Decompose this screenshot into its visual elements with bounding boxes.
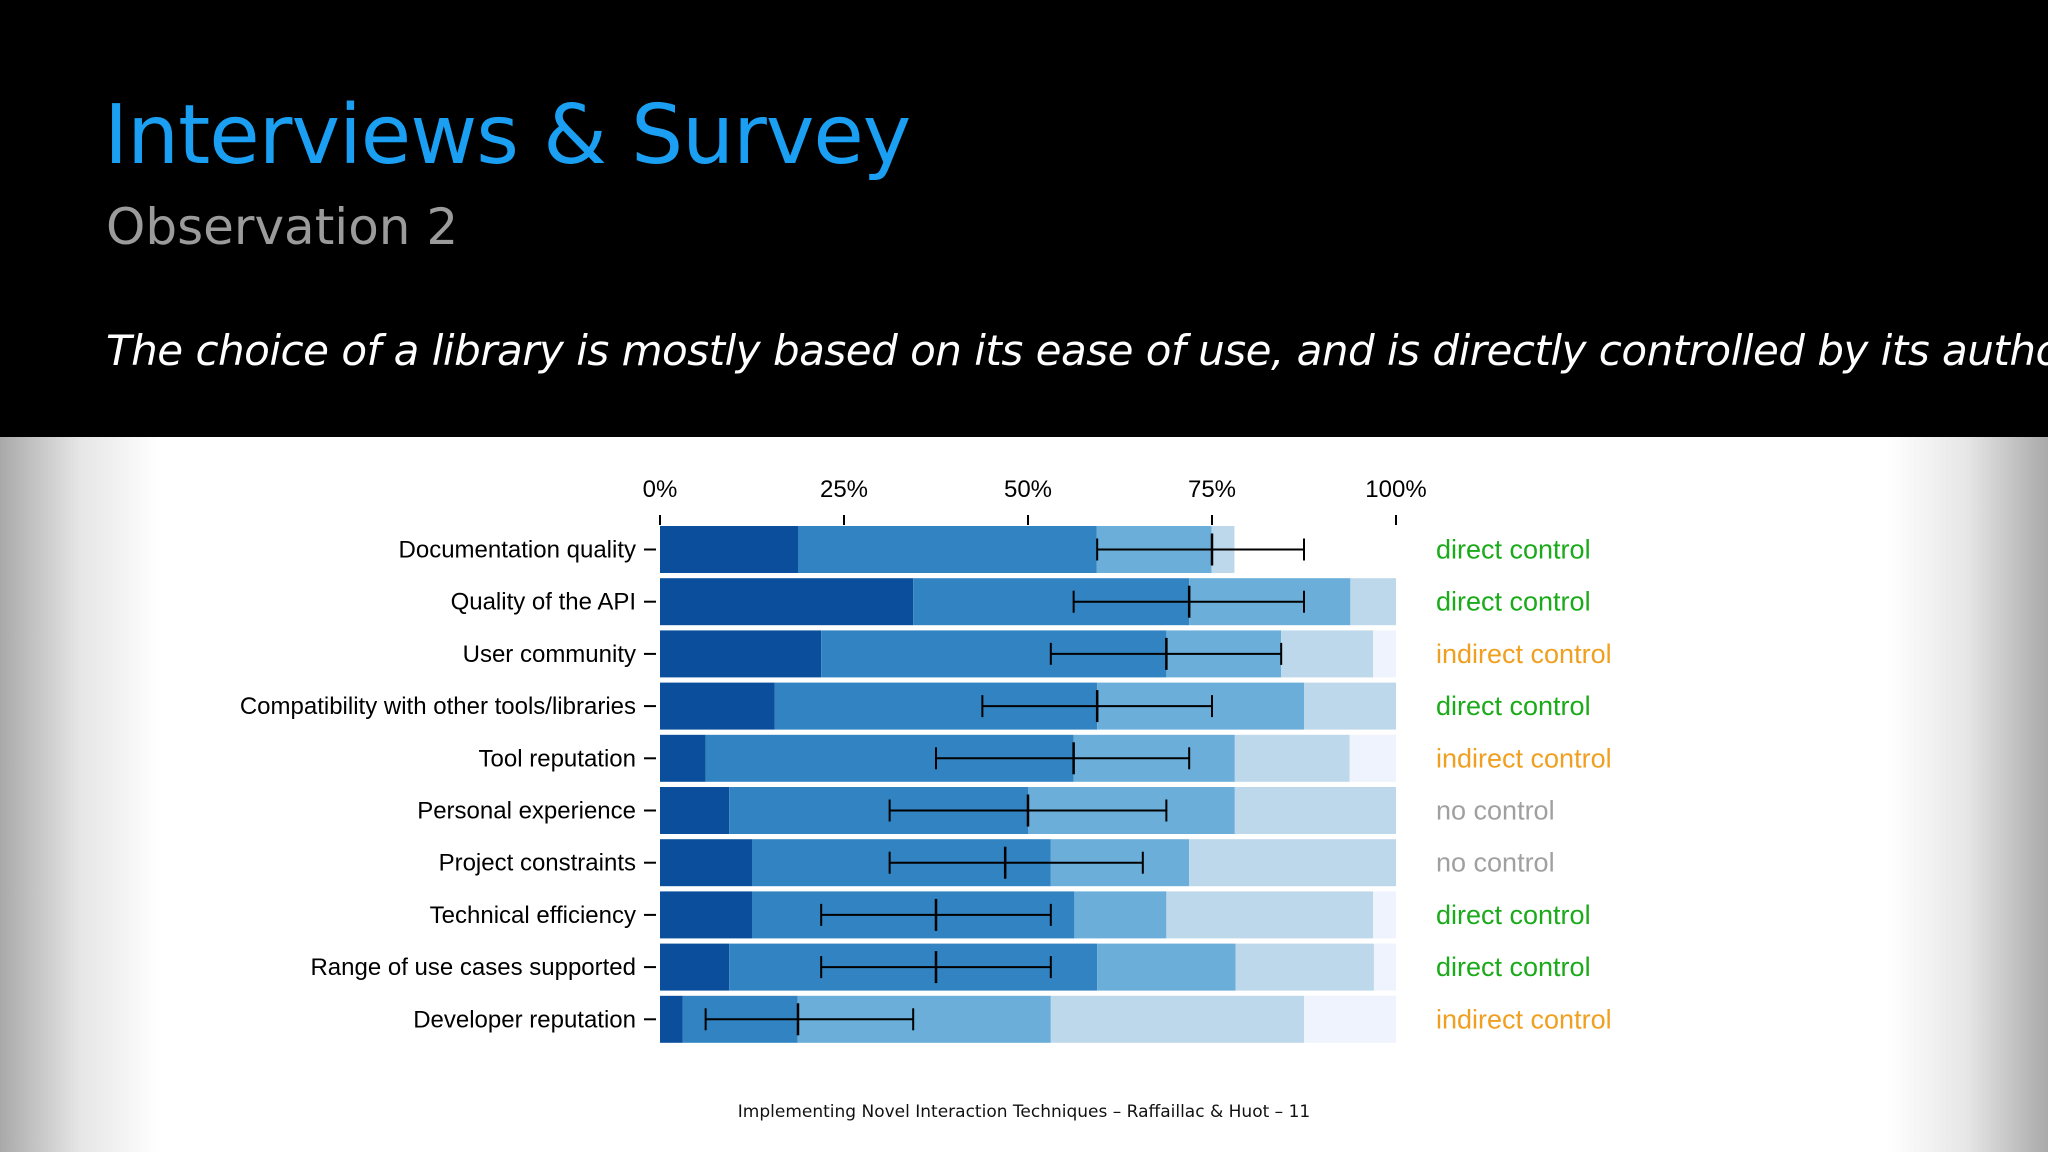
bar-segment	[1234, 734, 1350, 782]
category-label: Tool reputation	[479, 745, 636, 772]
category-label: Project constraints	[439, 850, 636, 877]
bar-segment	[660, 734, 706, 782]
control-annotation: direct control	[1436, 691, 1591, 721]
x-tick-label: 0%	[643, 476, 678, 503]
bar-segment	[1281, 630, 1374, 678]
control-annotation: no control	[1436, 848, 1555, 878]
slide-header: Interviews & Survey Observation 2 The ch…	[0, 0, 2048, 437]
bar-segment	[1189, 839, 1396, 887]
bar-segment	[1350, 578, 1396, 626]
slide-subtitle: Observation 2	[106, 198, 459, 256]
control-annotation: direct control	[1436, 587, 1591, 617]
bar-segment	[1304, 682, 1396, 730]
category-label: Technical efficiency	[430, 902, 636, 929]
bar-segment	[1349, 734, 1396, 782]
category-label: Compatibility with other tools/libraries	[240, 693, 636, 720]
category-label: Personal experience	[417, 798, 636, 825]
category-label: Developer reputation	[413, 1006, 636, 1033]
bar-segment	[1373, 943, 1396, 991]
control-annotation: indirect control	[1436, 743, 1612, 773]
slide-footer: Implementing Novel Interaction Technique…	[737, 1102, 1311, 1122]
x-tick-label: 50%	[1004, 476, 1052, 503]
bar-segment	[1166, 891, 1374, 939]
control-annotation: direct control	[1436, 900, 1591, 930]
bar-segment	[1074, 891, 1167, 939]
slide-content: 0% 25% 50% 75% 100% Documentation quality dire…	[0, 437, 2048, 1152]
bar-segment	[1235, 943, 1374, 991]
bar-segment	[1234, 787, 1396, 834]
control-annotation: direct control	[1436, 952, 1591, 982]
x-tick-label: 75%	[1188, 476, 1236, 503]
bar-segment	[660, 891, 752, 939]
bar-segment	[660, 787, 730, 834]
bar-segment	[660, 943, 730, 991]
slide-title: Interviews & Survey	[104, 88, 911, 183]
bar-segment	[660, 995, 683, 1043]
control-annotation: direct control	[1436, 535, 1591, 565]
bar-segment	[660, 526, 798, 573]
bar-segment	[1097, 943, 1236, 991]
category-label: Quality of the API	[451, 589, 636, 616]
bar-segment	[660, 682, 775, 730]
bar-segment	[1373, 891, 1396, 939]
category-label: Range of use cases supported	[310, 954, 636, 981]
x-tick-label: 25%	[820, 476, 868, 503]
bar-segment	[798, 526, 1097, 573]
observation-statement: The choice of a library is mostly based …	[106, 326, 2048, 375]
x-tick-label: 100%	[1365, 476, 1426, 503]
bar-segment	[1304, 995, 1396, 1043]
bar-segment	[1373, 630, 1396, 678]
bar-segment	[660, 839, 752, 887]
control-annotation: indirect control	[1436, 639, 1612, 669]
control-annotation: no control	[1436, 796, 1555, 826]
bar-segment	[1050, 995, 1304, 1043]
bar-segment	[660, 578, 914, 626]
control-annotation: indirect control	[1436, 1004, 1612, 1034]
bar-segment	[660, 630, 822, 678]
stacked-bar-chart: 0% 25% 50% 75% 100% Documentation quality dire…	[240, 476, 1612, 1043]
category-label: User community	[463, 641, 636, 668]
category-label: Documentation quality	[399, 537, 636, 564]
